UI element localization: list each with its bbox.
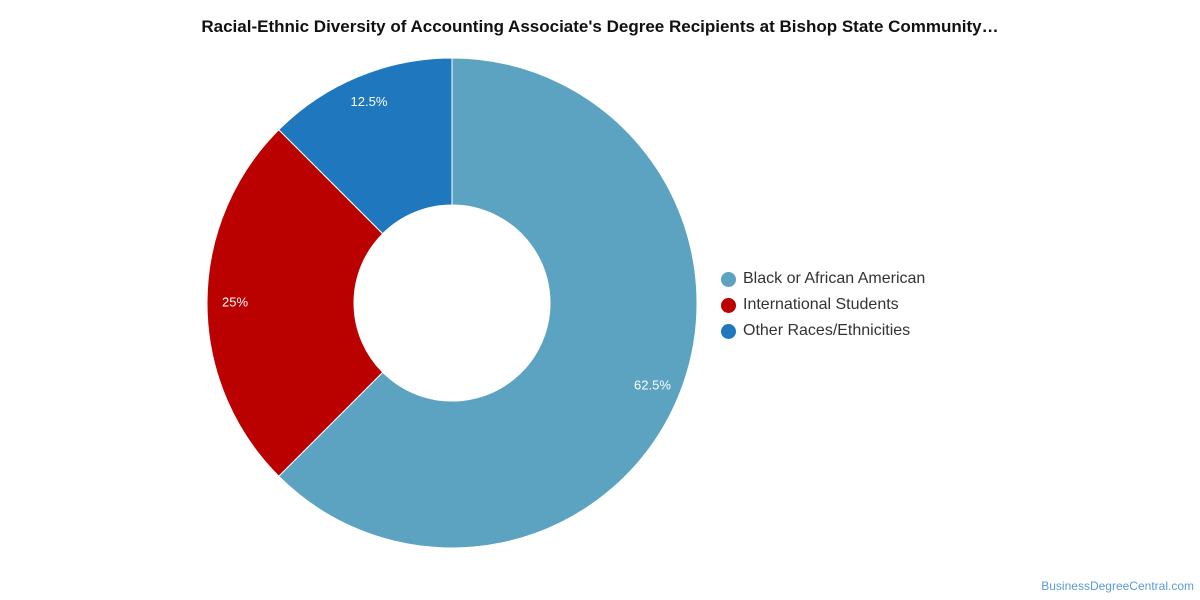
source-credit[interactable]: BusinessDegreeCentral.com [1041, 579, 1194, 593]
legend-label: International Students [743, 296, 899, 313]
legend-marker-icon [721, 297, 736, 313]
slice-labels-group: 62.5% 25% 12.5% [222, 94, 671, 393]
legend-marker-icon [721, 271, 736, 287]
slices-group [206, 57, 698, 549]
legend-marker-icon [721, 323, 736, 339]
data-label-international-students: 25% [222, 294, 248, 309]
data-label-other-races-ethnicities: 12.5% [351, 94, 388, 109]
slice-black-or-african-american[interactable] [278, 57, 698, 549]
legend-item-other-races-ethnicities[interactable]: Other Races/Ethnicities [721, 318, 925, 344]
slice-international-students[interactable] [206, 129, 384, 477]
legend-item-black-or-african-american[interactable]: Black or African American [721, 266, 925, 292]
legend-label: Other Races/Ethnicities [743, 322, 911, 339]
slice-other-races-ethnicities[interactable] [278, 57, 453, 235]
data-label-black-or-african-american: 62.5% [634, 377, 671, 392]
legend-item-international-students[interactable]: International Students [721, 292, 925, 318]
legend-label: Black or African American [743, 270, 926, 287]
chart-title: Racial-Ethnic Diversity of Accounting As… [201, 17, 999, 36]
legend: Black or African American International … [721, 266, 925, 344]
